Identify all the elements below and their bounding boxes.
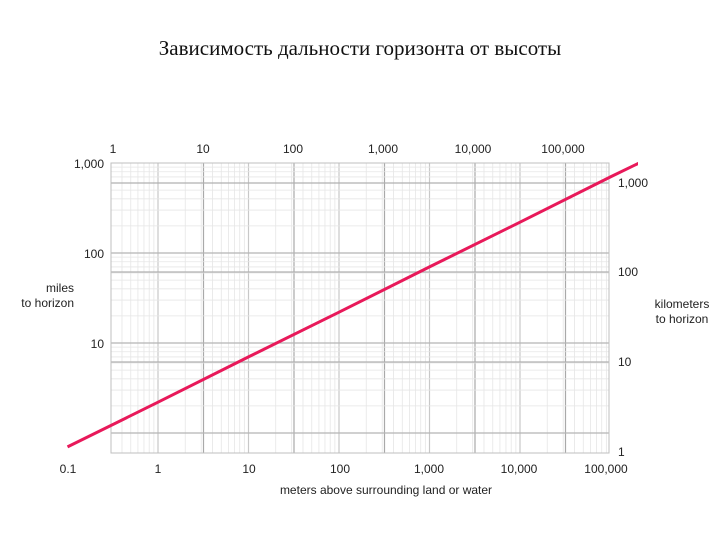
x-tick-label: 100 [330,462,350,476]
x-tick-label: 10,000 [501,462,538,476]
x2-tick-label: 100 [283,142,303,156]
y-axis-label: miles to horizon [21,281,74,310]
y2-tick-label: 10 [618,355,632,369]
x-tick-label: 0.1 [60,462,77,476]
y2-tick-label: 100 [618,265,638,279]
x2-tick-label: 1 [110,142,117,156]
y-axis-label-line: to horizon [21,296,74,310]
chart-title: Зависимость дальности горизонта от высот… [158,36,562,60]
grid-lines [111,163,609,453]
x-axis-label: meters above surrounding land or water [280,483,492,497]
x2-tick-label: 100,000 [541,142,585,156]
x2-tick-label: 10,000 [455,142,492,156]
series-line [66,161,638,449]
x-tick-label: 100,000 [584,462,628,476]
x2-tick-label: 1,000 [368,142,398,156]
x2-tick-labels: 1 10 100 1,000 10,000 100,000 [110,142,585,156]
x-tick-labels: 0.1 1 10 100 1,000 10,000 100,000 [60,462,628,476]
x2-tick-label: 10 [196,142,210,156]
y-axis-label-line: miles [46,281,74,295]
plot-area-frame [110,162,610,454]
y2-tick-label: 1 [618,445,625,459]
y2-axis-label-line: to horizon [656,312,709,326]
x-tick-label: 1 [155,462,162,476]
y-tick-label: 10 [91,337,105,351]
y2-axis-label-line: kilometers [655,297,710,311]
y2-tick-label: 1,000 [618,176,648,190]
x-tick-label: 1,000 [414,462,444,476]
series-layer [66,161,638,449]
x-tick-label: 10 [242,462,256,476]
y2-tick-labels: 1,000 100 10 1 [618,176,648,459]
y-tick-labels: 1,000 100 10 [74,157,104,351]
y-tick-label: 1,000 [74,157,104,171]
y-tick-label: 100 [84,247,104,261]
y2-axis-label: kilometers to horizon [655,297,710,326]
